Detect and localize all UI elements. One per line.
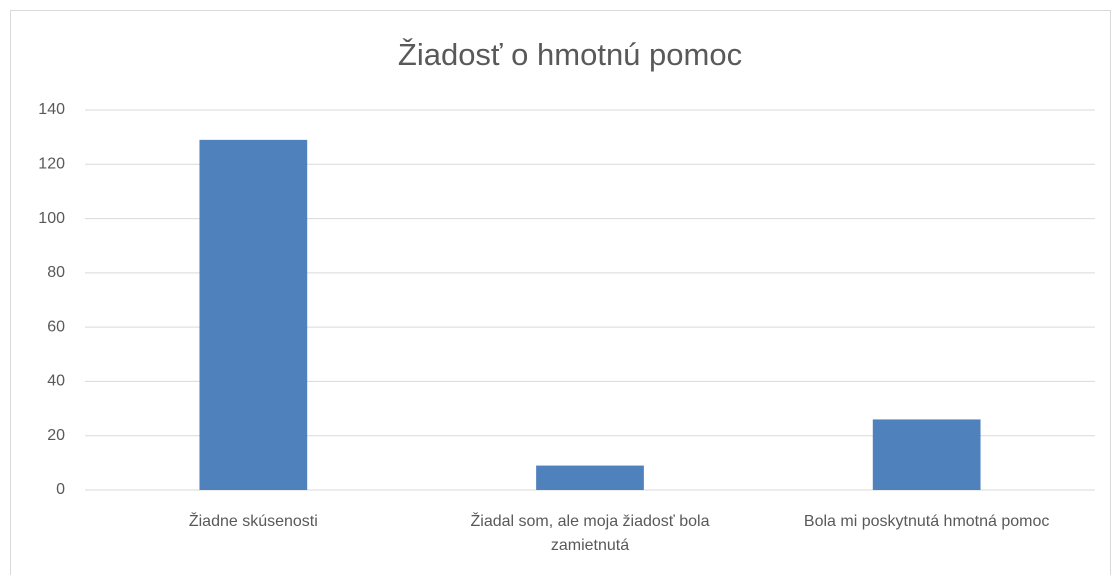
y-tick-label: 120 [38, 156, 65, 173]
y-tick-label: 60 [47, 318, 65, 335]
y-tick-label: 40 [47, 373, 65, 390]
x-tick-label: Žiadal som, ale moja žiadosť bola zamiet… [470, 513, 710, 554]
y-tick-label: 20 [47, 427, 65, 444]
x-tick-label: Bola mi poskytnutá hmotná pomoc [803, 513, 1050, 530]
bar [872, 419, 981, 490]
x-tick-label: Žiadne skúsenosti [188, 513, 318, 530]
bar [536, 465, 644, 490]
bar [199, 139, 308, 490]
y-tick-label: 0 [56, 481, 65, 498]
y-tick-label: 100 [38, 210, 65, 227]
y-tick-label: 140 [38, 101, 65, 118]
y-tick-label: 80 [47, 264, 65, 281]
chart-title: Žiadosť o hmotnú pomoc [398, 37, 742, 72]
